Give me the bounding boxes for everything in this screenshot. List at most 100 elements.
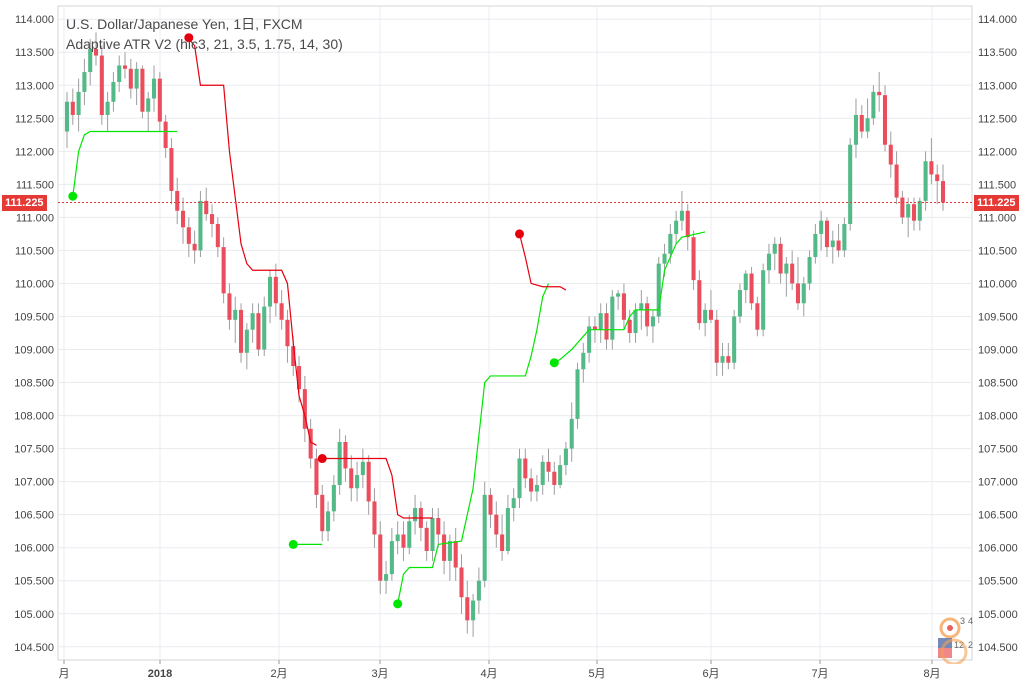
candle-body xyxy=(128,68,133,89)
candle-body xyxy=(801,283,806,304)
candle-body xyxy=(239,309,244,353)
y-tick-label-left: 107.500 xyxy=(14,444,54,456)
trail-stop-short-line xyxy=(518,233,567,291)
y-tick-label-right: 111.000 xyxy=(978,212,1016,224)
candle-body xyxy=(552,471,557,485)
candle-body xyxy=(447,541,452,561)
candle-body xyxy=(656,263,661,317)
candle-body xyxy=(500,534,505,551)
candle-body xyxy=(558,465,563,485)
candle-body xyxy=(911,204,917,221)
svg-text:2: 2 xyxy=(968,640,973,650)
candle-body xyxy=(668,233,673,254)
candle-body xyxy=(575,369,580,419)
plot-area xyxy=(57,5,973,661)
candle-body xyxy=(430,517,435,551)
candle-body xyxy=(639,303,644,310)
candle-body xyxy=(755,303,760,330)
candle-body xyxy=(836,240,841,251)
candle-body xyxy=(117,65,122,82)
candle-body xyxy=(320,494,325,532)
x-tick-label: 2018 xyxy=(148,668,172,680)
buy-signal-dot xyxy=(288,539,298,549)
candle-body xyxy=(714,319,719,363)
candle-body xyxy=(186,227,191,244)
y-tick-label-right: 106.500 xyxy=(978,510,1018,522)
trail-stop-long-line xyxy=(72,130,178,197)
y-tick-label-right: 112.500 xyxy=(978,113,1017,125)
candle-body xyxy=(685,210,690,238)
symbol-title: U.S. Dollar/Japanese Yen, 1日, FXCM xyxy=(66,16,303,32)
x-tick-label: 8月 xyxy=(923,668,940,680)
y-tick-label-right: 107.000 xyxy=(978,477,1018,489)
trail-stop-short-line xyxy=(322,457,433,519)
candle-body xyxy=(459,567,464,598)
candle-body xyxy=(93,48,99,56)
candle-body xyxy=(413,508,418,522)
candle-body xyxy=(372,501,377,535)
candle-body xyxy=(865,118,870,132)
candle-body xyxy=(192,243,197,251)
candle-body xyxy=(488,494,493,515)
candle-body xyxy=(210,214,215,224)
candle-body xyxy=(633,309,638,333)
trail-stop-short-line xyxy=(188,38,317,446)
candle-body xyxy=(204,200,209,215)
candle-body xyxy=(720,356,725,363)
candle-body xyxy=(436,517,441,535)
svg-text:4: 4 xyxy=(968,616,973,626)
candle-body xyxy=(627,319,632,333)
candle-body xyxy=(616,293,621,297)
candle-body xyxy=(732,316,737,363)
candle-body xyxy=(563,448,568,466)
candle-body xyxy=(737,290,742,317)
candle-body xyxy=(592,326,597,330)
y-tick-label-left: 105.500 xyxy=(14,576,54,588)
buy-signal-dot xyxy=(68,191,78,201)
candle-body xyxy=(401,534,406,548)
candle-body xyxy=(743,273,748,291)
candle-body xyxy=(366,461,371,502)
candle-body xyxy=(244,329,249,353)
candle-body xyxy=(151,78,157,99)
y-tick-label-right: 105.000 xyxy=(978,609,1018,621)
candle-body xyxy=(64,101,70,132)
candle-body xyxy=(268,276,273,307)
candle-body xyxy=(749,273,754,304)
y-tick-label-left: 109.000 xyxy=(14,345,54,357)
candle-body xyxy=(395,534,400,542)
candle-body xyxy=(824,220,830,248)
y-tick-label-right: 108.000 xyxy=(978,411,1018,423)
candle-body xyxy=(505,508,510,551)
candle-body xyxy=(772,243,777,254)
candle-body xyxy=(407,521,412,548)
candle-body xyxy=(679,210,684,221)
candle-body xyxy=(581,352,586,370)
y-tick-label-right: 105.500 xyxy=(978,576,1018,588)
candle-body xyxy=(349,468,354,489)
candle-body xyxy=(523,458,528,479)
y-tick-label-right: 113.500 xyxy=(978,47,1017,59)
candle-body xyxy=(180,210,186,228)
y-tick-label-left: 104.500 xyxy=(14,642,54,654)
y-tick-label-left: 106.000 xyxy=(14,543,54,555)
candle-body xyxy=(442,534,447,561)
candle-body xyxy=(285,319,290,347)
candle-body xyxy=(355,475,360,489)
candle-body xyxy=(360,461,365,476)
chart-legend: U.S. Dollar/Japanese Yen, 1日, FXCM Adapt… xyxy=(66,14,343,54)
candle-body xyxy=(853,115,859,145)
y-tick-label-left: 112.500 xyxy=(15,113,54,125)
y-tick-label-left: 111.000 xyxy=(16,212,54,224)
y-tick-label-left: 109.500 xyxy=(14,311,54,323)
y-tick-label-right: 106.000 xyxy=(978,543,1018,555)
x-tick-label: 4月 xyxy=(480,668,497,680)
y-tick-label-left: 114.000 xyxy=(15,14,54,26)
candle-body xyxy=(308,428,313,459)
sell-signal-dot xyxy=(515,229,525,239)
candle-body xyxy=(111,81,116,102)
y-tick-label-right: 109.500 xyxy=(978,311,1018,323)
candle-body xyxy=(157,78,162,122)
